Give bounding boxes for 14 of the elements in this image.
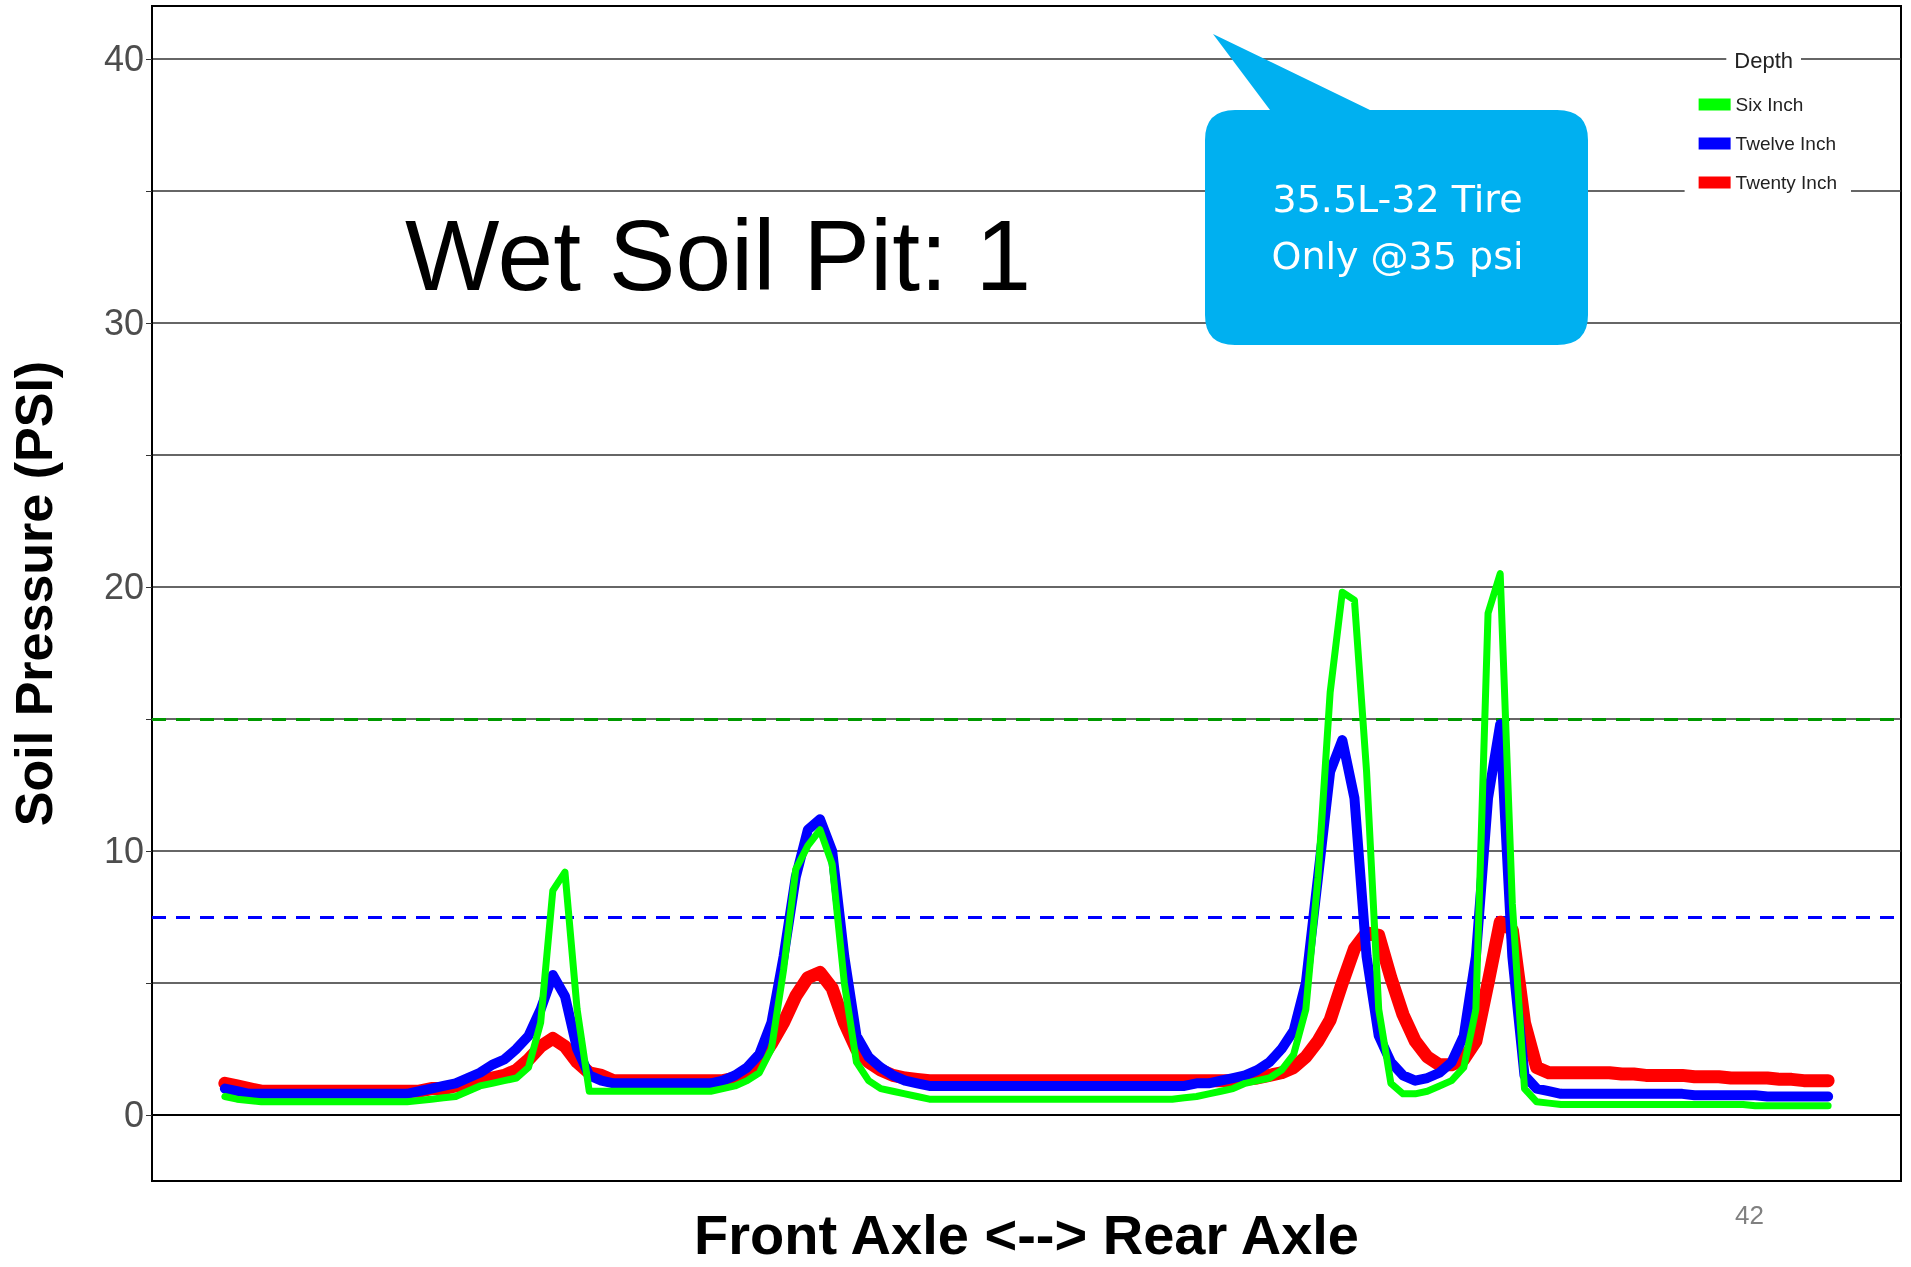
annotation: 35.5L-32 Tire Only @35 psi	[1270, 175, 1525, 280]
y-tick-label: 30	[103, 302, 144, 344]
legend-title: Depth	[1734, 47, 1794, 73]
y-tick-label: 10	[103, 830, 144, 872]
text: 42	[1735, 1200, 1764, 1231]
legend-label: Twenty Inch	[1735, 172, 1838, 193]
y-tick-label: 0	[123, 1094, 144, 1136]
y-tick-label: 20	[103, 566, 144, 608]
x-axis-title: Front Axle <--> Rear Axle	[694, 1202, 1359, 1266]
y-axis-title: Soil Pressure (PSI)	[5, 360, 63, 827]
y-tick-label: 40	[103, 38, 144, 80]
text: Wet Soil Pit: 1	[405, 199, 1032, 311]
legend-label: Six Inch	[1735, 94, 1804, 115]
legend-label: Twelve Inch	[1735, 133, 1836, 154]
